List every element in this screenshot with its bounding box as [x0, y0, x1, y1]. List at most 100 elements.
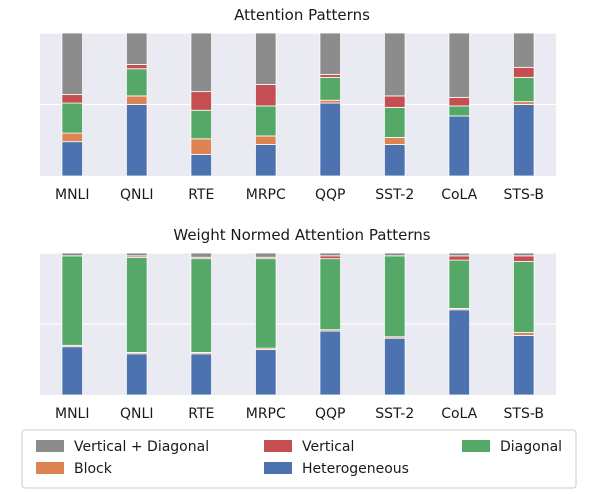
bar-cola-diagonal: [448, 105, 470, 117]
bar-rte-diagonal: [190, 109, 212, 140]
bar-sst-2-heterogeneous: [384, 337, 406, 396]
x-tick-label: QQP: [315, 187, 345, 203]
bar-cola-vertical: [448, 255, 470, 261]
bar-cola-vertical-diagonal: [448, 252, 470, 257]
bar-rte-heterogeneous: [190, 353, 212, 396]
bar-rte-heterogeneous: [190, 154, 212, 177]
bar-qnli-vertical-diagonal: [126, 252, 148, 257]
x-tick-label: MNLI: [55, 187, 89, 203]
bar-mrpc-heterogeneous: [255, 349, 277, 396]
bar-qqp-diagonal: [319, 76, 341, 101]
bar-mnli-diagonal: [61, 255, 83, 346]
bar-sst-2-heterogeneous: [384, 144, 406, 177]
x-tick-label: CoLA: [441, 187, 477, 203]
legend-frame: [21, 429, 577, 489]
bar-sts-b-vertical-diagonal: [513, 32, 535, 68]
bar-rte-vertical: [190, 91, 212, 111]
x-tick-label: QNLI: [120, 406, 153, 422]
bar-qqp-diagonal: [319, 258, 341, 331]
bar-mnli-vertical-diagonal: [61, 252, 83, 257]
bar-mnli-heterogeneous: [61, 141, 83, 177]
bar-sst-2-block: [384, 136, 406, 145]
legend-label-heterogeneous: Heterogeneous: [302, 461, 409, 477]
bar-sts-b-diagonal: [513, 261, 535, 333]
chart-2-title: Weight Normed Attention Patterns: [173, 226, 430, 244]
bar-qnli-diagonal: [126, 68, 148, 97]
bar-cola-heterogeneous: [448, 115, 470, 177]
legend-swatch-diagonal: [462, 440, 490, 452]
legend-swatch-vertical: [264, 440, 292, 452]
bar-sts-b-vertical: [513, 66, 535, 78]
bar-mnli-heterogeneous: [61, 346, 83, 396]
chart-1-title: Attention Patterns: [234, 6, 370, 24]
x-tick-label: MNLI: [55, 406, 89, 422]
legend-label-vertical-diagonal: Vertical + Diagonal: [74, 439, 209, 455]
bar-qnli-block: [126, 95, 148, 105]
bar-qqp-block: [319, 99, 341, 104]
bar-mrpc-diagonal: [255, 105, 277, 137]
x-tick-label: QQP: [315, 406, 345, 422]
legend-swatch-heterogeneous: [264, 462, 292, 474]
bar-qqp-vertical: [319, 255, 341, 260]
bar-mrpc-vertical-diagonal: [255, 32, 277, 85]
legend: Vertical + Diagonal Vertical Diagonal Block…: [21, 429, 577, 489]
bar-sts-b-vertical: [513, 255, 535, 262]
bar-mnli-block: [61, 132, 83, 143]
bar-cola-vertical: [448, 96, 470, 107]
x-tick-label: STS-B: [504, 406, 544, 422]
x-tick-label: MRPC: [246, 406, 286, 422]
legend-label-vertical: Vertical: [302, 439, 354, 455]
bar-qnli-vertical: [126, 64, 148, 70]
bar-sts-b-vertical-diagonal: [513, 252, 535, 257]
bar-qnli-heterogeneous: [126, 353, 148, 396]
bar-mnli-diagonal: [61, 102, 83, 134]
legend-swatch-vertical-diagonal: [36, 440, 64, 452]
bar-cola-vertical-diagonal: [448, 32, 470, 98]
bar-sst-2-vertical-diagonal: [384, 252, 406, 257]
bar-rte-diagonal: [190, 258, 212, 353]
bar-mrpc-heterogeneous: [255, 144, 277, 177]
bar-rte-vertical-diagonal: [190, 32, 212, 93]
x-tick-label: STS-B: [504, 187, 544, 203]
bar-sts-b-heterogeneous: [513, 334, 535, 396]
bar-mrpc-diagonal: [255, 258, 277, 349]
bar-sts-b-diagonal: [513, 76, 535, 103]
bar-sst-2-vertical: [384, 95, 406, 108]
x-tick-label: MRPC: [246, 187, 286, 203]
bar-mrpc-block: [255, 135, 277, 145]
bar-mnli-vertical: [61, 94, 83, 104]
bar-cola-heterogeneous: [448, 309, 470, 396]
bar-sts-b-block: [513, 332, 535, 336]
bar-mnli-vertical-diagonal: [61, 32, 83, 95]
bar-mrpc-vertical: [255, 84, 277, 107]
x-tick-label: RTE: [188, 406, 214, 422]
legend-label-block: Block: [74, 461, 113, 477]
x-tick-label: RTE: [188, 187, 214, 203]
bar-qqp-heterogeneous: [319, 102, 341, 177]
bar-qqp-vertical: [319, 74, 341, 78]
bar-rte-block: [190, 138, 212, 155]
x-tick-label: QNLI: [120, 187, 153, 203]
bar-qnli-vertical-diagonal: [126, 32, 148, 65]
chart-2-plot-area: MNLI QNLI RTE MRPC QQP SST-2 CoLA STS-B: [40, 252, 556, 422]
x-tick-label: SST-2: [375, 187, 414, 203]
bar-sts-b-heterogeneous: [513, 104, 535, 177]
chart-1-plot-area: MNLI QNLI RTE MRPC QQP SST-2 CoLA STS-B: [40, 32, 556, 203]
bar-rte-vertical-diagonal: [190, 252, 212, 258]
bar-qqp-heterogeneous: [319, 330, 341, 396]
x-tick-label: CoLA: [441, 406, 477, 422]
bar-sts-b-block: [513, 101, 535, 105]
x-tick-label: SST-2: [375, 406, 414, 422]
legend-swatch-block: [36, 462, 64, 474]
bar-qnli-heterogeneous: [126, 104, 148, 177]
bar-sst-2-diagonal: [384, 255, 406, 338]
bar-qqp-vertical-diagonal: [319, 32, 341, 75]
bar-qnli-diagonal: [126, 256, 148, 353]
bar-sst-2-diagonal: [384, 106, 406, 138]
bar-sst-2-vertical-diagonal: [384, 32, 406, 97]
bar-qqp-vertical-diagonal: [319, 252, 341, 257]
bar-cola-diagonal: [448, 259, 470, 309]
bar-mrpc-vertical-diagonal: [255, 252, 277, 258]
legend-label-diagonal: Diagonal: [500, 439, 562, 455]
